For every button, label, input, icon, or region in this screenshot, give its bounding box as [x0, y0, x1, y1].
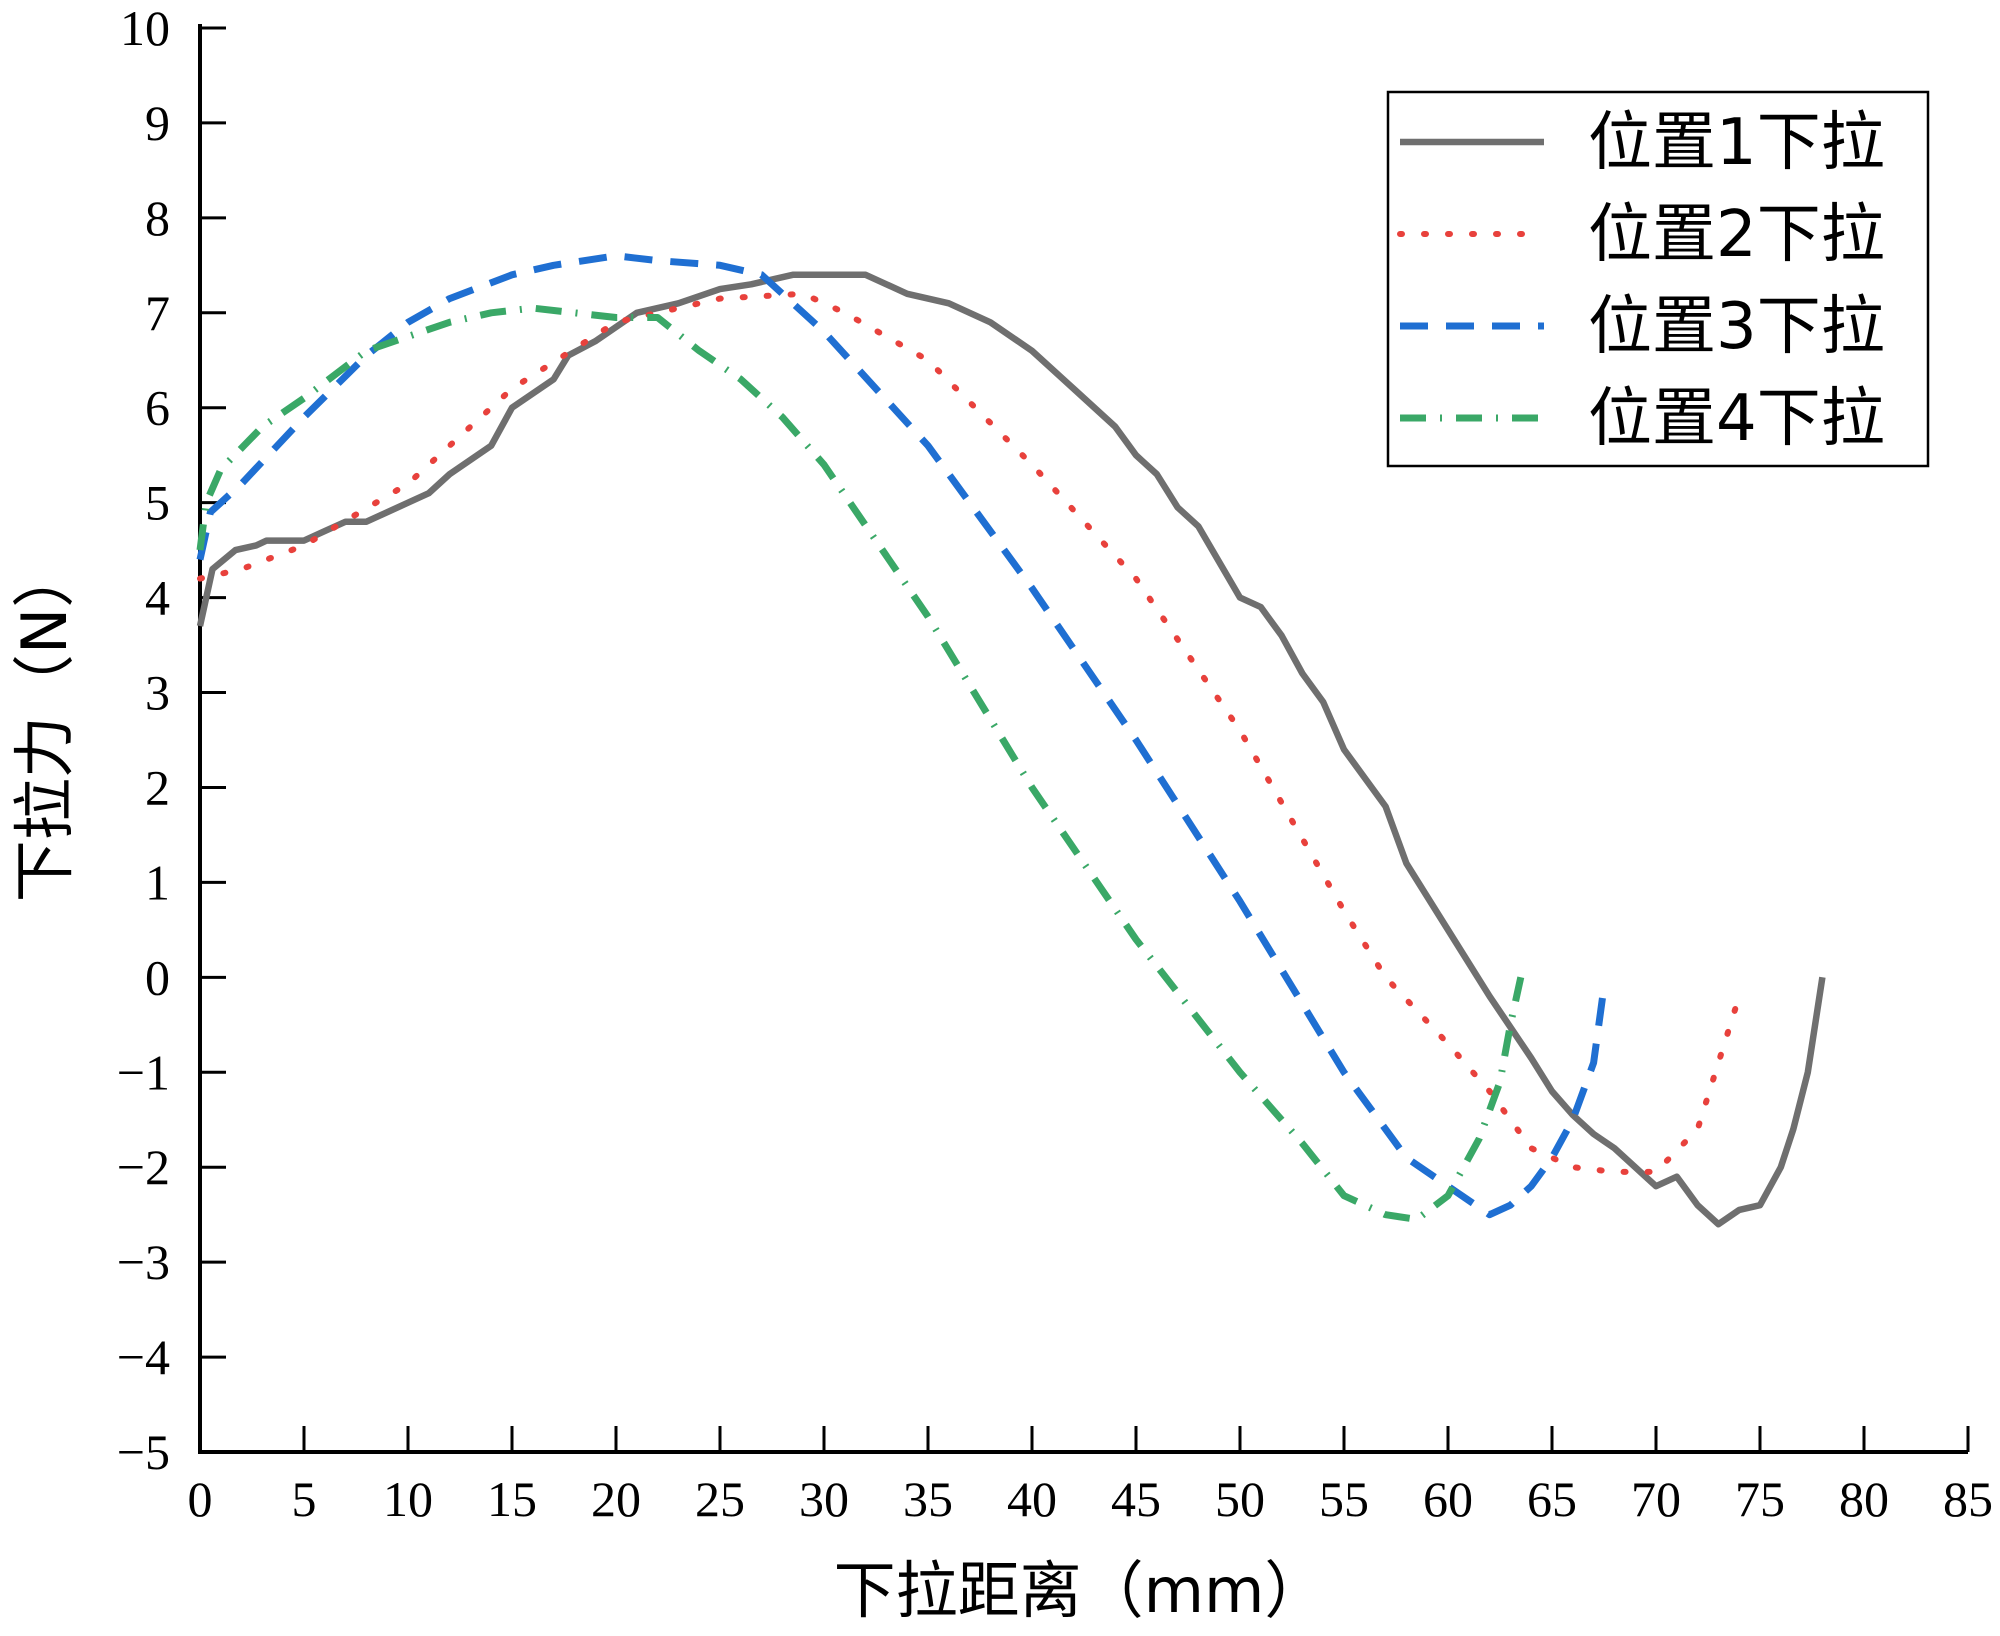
legend-label-3: 位置3下拉	[1588, 290, 1885, 364]
y-tick-label: 7	[145, 285, 170, 341]
y-tick-label: 9	[145, 95, 170, 151]
x-tick-label: 40	[1007, 1471, 1057, 1527]
series-line-4	[196, 304, 1525, 1223]
legend-label-2: 位置2下拉	[1588, 198, 1885, 272]
x-tick-label: 15	[487, 1471, 537, 1527]
x-tick-label: 85	[1943, 1471, 1993, 1527]
y-axis-label: 下拉力（N）	[8, 546, 81, 902]
y-tick-label: 0	[145, 949, 170, 1005]
x-tick-label: 5	[292, 1471, 317, 1527]
y-tick-label: 4	[145, 570, 170, 626]
x-tick-label: 65	[1527, 1471, 1577, 1527]
x-tick-label: 30	[799, 1471, 849, 1527]
y-tick-label: −2	[117, 1139, 170, 1195]
x-tick-label: 60	[1423, 1471, 1473, 1527]
x-tick-label: 75	[1735, 1471, 1785, 1527]
x-tick-label: 35	[903, 1471, 953, 1527]
x-tick-label: 10	[383, 1471, 433, 1527]
y-tick-label: 1	[145, 854, 170, 910]
x-tick-label: 0	[188, 1471, 213, 1527]
legend-label-4: 位置4下拉	[1588, 382, 1885, 456]
y-tick-label: −3	[117, 1234, 170, 1290]
x-axis-label: 下拉距离（mm）	[834, 1554, 1327, 1627]
y-tick-label: 5	[145, 475, 170, 531]
y-tick-label: −5	[117, 1424, 170, 1480]
x-tick-label: 80	[1839, 1471, 1889, 1527]
x-tick-label: 20	[591, 1471, 641, 1527]
y-tick-label: 8	[145, 190, 170, 246]
y-tick-label: −4	[117, 1329, 170, 1385]
y-tick-label: 2	[145, 759, 170, 815]
y-tick-label: −1	[117, 1044, 170, 1100]
x-tick-label: 55	[1319, 1471, 1369, 1527]
legend-box	[1386, 90, 1930, 468]
x-tick-label: 25	[695, 1471, 745, 1527]
y-tick-label: 10	[120, 0, 170, 56]
x-tick-label: 70	[1631, 1471, 1681, 1527]
series-layer	[196, 252, 1826, 1228]
y-tick-label: 3	[145, 665, 170, 721]
legend-label-1: 位置1下拉	[1588, 106, 1885, 180]
series-line-2	[197, 290, 1743, 1175]
y-tick-label: 6	[145, 380, 170, 436]
series-line-3	[196, 252, 1608, 1219]
x-tick-label: 45	[1111, 1471, 1161, 1527]
axes: 0 5 10 15 20 25 30 35 40 45 50 55 60 65 70 75 80 85−5−4−3…	[117, 0, 1993, 1527]
series-line-1	[196, 271, 1826, 1228]
x-tick-label: 50	[1215, 1471, 1265, 1527]
